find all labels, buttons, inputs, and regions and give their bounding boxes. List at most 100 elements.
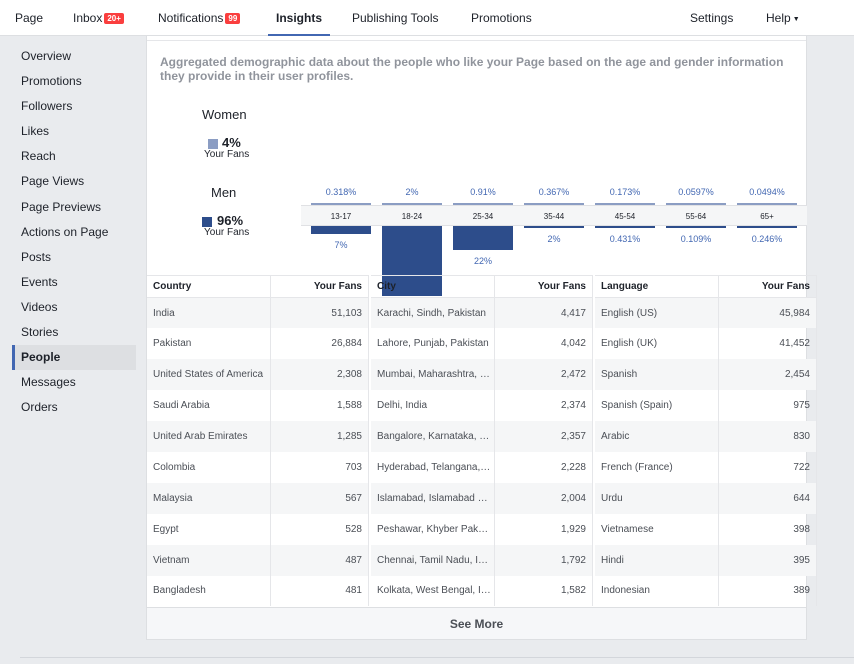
- sidebar-item-actions-on-page[interactable]: Actions on Page: [21, 224, 109, 239]
- table-header[interactable]: Your Fans: [494, 275, 593, 298]
- row-name-cell: United Arab Emirates: [147, 421, 271, 452]
- row-fans-cell: 2,374: [494, 390, 593, 422]
- women-bar[interactable]: [595, 203, 655, 205]
- women-bar[interactable]: [311, 203, 371, 205]
- sidebar-item-page-previews[interactable]: Page Previews: [21, 199, 102, 214]
- table-row: Colombia 703: [147, 451, 369, 483]
- nav-settings[interactable]: Settings: [690, 0, 733, 36]
- women-bar[interactable]: [666, 203, 726, 205]
- men-bar[interactable]: [524, 226, 584, 229]
- row-fans-cell: 1,588: [270, 390, 369, 422]
- row-fans-cell: 1,285: [270, 421, 369, 452]
- women-value-label: 0.0597%: [678, 187, 714, 197]
- row-name-cell: India: [147, 297, 271, 329]
- row-name-cell: Saudi Arabia: [147, 390, 271, 422]
- table-row: Indonesian 389: [595, 575, 817, 607]
- table-row: United States of America 2,308: [147, 359, 369, 391]
- table-row: Bangalore, Karnataka, … 2,357: [371, 421, 593, 452]
- women-value-label: 0.173%: [609, 187, 641, 197]
- row-name-cell: Indonesian: [595, 575, 719, 607]
- men-value-label: 0.246%: [751, 234, 783, 244]
- table-row: Malaysia 567: [147, 482, 369, 514]
- age-gender-chart: 13-170.318%7%18-242%64%25-340.91%22%35-4…: [301, 146, 807, 312]
- sidebar-item-orders[interactable]: Orders: [21, 400, 58, 415]
- row-name-cell: Peshawar, Khyber Pak…: [371, 513, 495, 545]
- row-fans-cell: 51,103: [270, 297, 369, 329]
- table-row: Pakistan 26,884: [147, 328, 369, 360]
- women-bar[interactable]: [453, 203, 513, 205]
- row-name-cell: Spanish (Spain): [595, 390, 719, 422]
- row-fans-cell: 703: [270, 451, 369, 483]
- sidebar-item-promotions[interactable]: Promotions: [21, 74, 82, 89]
- table-row: Lahore, Punjab, Pakistan 4,042: [371, 328, 593, 360]
- nav-publishing-tools[interactable]: Publishing Tools: [352, 0, 439, 36]
- men-bar[interactable]: [453, 226, 513, 251]
- row-name-cell: Colombia: [147, 451, 271, 483]
- table-row: Hindi 395: [595, 544, 817, 576]
- sidebar-item-page-views[interactable]: Page Views: [21, 174, 85, 189]
- age-tick-label: 45-54: [614, 212, 636, 221]
- row-name-cell: Islamabad, Islamabad …: [371, 482, 495, 514]
- sidebar-item-messages[interactable]: Messages: [21, 375, 76, 390]
- sidebar-item-likes[interactable]: Likes: [21, 124, 50, 139]
- row-name-cell: Bangladesh: [147, 575, 271, 607]
- men-bar[interactable]: [311, 226, 371, 234]
- nav-page[interactable]: Page: [15, 0, 43, 36]
- table-header[interactable]: City: [371, 275, 495, 298]
- table-header[interactable]: Country: [147, 275, 271, 298]
- row-fans-cell: 1,792: [494, 544, 593, 576]
- row-name-cell: Vietnam: [147, 544, 271, 576]
- nav-promotions[interactable]: Promotions: [471, 0, 532, 36]
- nav-inbox[interactable]: Inbox 20+: [73, 0, 124, 36]
- sidebar-item-followers[interactable]: Followers: [21, 99, 73, 114]
- row-fans-cell: 567: [270, 482, 369, 514]
- row-fans-cell: 2,004: [494, 482, 593, 514]
- sidebar-item-videos[interactable]: Videos: [21, 299, 58, 314]
- nav-page-label: Page: [15, 11, 44, 25]
- men-bar[interactable]: [595, 226, 655, 228]
- sidebar-item-events[interactable]: Events: [21, 274, 58, 289]
- nav-notifications[interactable]: Notifications 99: [158, 0, 241, 36]
- table-row: Spanish (Spain) 975: [595, 390, 817, 422]
- table-row: Islamabad, Islamabad … 2,004: [371, 482, 593, 514]
- men-bar[interactable]: [666, 226, 726, 228]
- language-table: Language Your Fans English (US) 45,984 Engli…: [595, 275, 817, 607]
- row-fans-cell: 1,929: [494, 513, 593, 545]
- legend-women-label: Women: [202, 107, 247, 122]
- table-header[interactable]: Your Fans: [718, 275, 817, 298]
- row-name-cell: Chennai, Tamil Nadu, I…: [371, 544, 495, 576]
- nav-insights[interactable]: Insights: [268, 0, 330, 36]
- women-bar[interactable]: [524, 203, 584, 205]
- nav-help[interactable]: Help ▼: [766, 0, 800, 36]
- table-header[interactable]: Your Fans: [270, 275, 369, 298]
- men-bar[interactable]: [737, 226, 797, 228]
- sidebar: Overview Promotions Followers Likes Reach Pag…: [12, 44, 136, 420]
- table-row: Spanish 2,454: [595, 359, 817, 391]
- table-row: Hyderabad, Telangana,… 2,228: [371, 451, 593, 483]
- table-header[interactable]: Language: [595, 275, 719, 298]
- nav-settings-label: Settings: [690, 11, 734, 25]
- sidebar-item-people[interactable]: People: [12, 345, 136, 371]
- women-value-label: 0.91%: [470, 187, 496, 197]
- sidebar-item-reach[interactable]: Reach: [21, 149, 56, 164]
- age-tick-label: 55-64: [685, 212, 707, 221]
- women-bar[interactable]: [737, 203, 797, 205]
- sidebar-item-posts[interactable]: Posts: [21, 249, 52, 264]
- row-name-cell: English (US): [595, 297, 719, 329]
- see-more-button[interactable]: See More: [147, 607, 806, 639]
- women-bar[interactable]: [382, 203, 442, 205]
- table-row: Arabic 830: [595, 421, 817, 452]
- men-value-label: 2%: [547, 234, 561, 245]
- table-row: Kolkata, West Bengal, I… 1,582: [371, 575, 593, 607]
- sidebar-item-overview[interactable]: Overview: [21, 49, 72, 63]
- row-fans-cell: 644: [718, 482, 817, 514]
- men-value-label: 7%: [334, 239, 348, 250]
- bottom-divider: [20, 657, 854, 658]
- row-name-cell: Arabic: [595, 421, 719, 452]
- table-row: India 51,103: [147, 297, 369, 329]
- age-tick-label: 65+: [760, 212, 774, 221]
- women-value-label: 2%: [405, 187, 419, 197]
- women-value-label: 0.0494%: [749, 187, 785, 197]
- sidebar-item-stories[interactable]: Stories: [21, 325, 59, 340]
- table-row: English (US) 45,984: [595, 297, 817, 329]
